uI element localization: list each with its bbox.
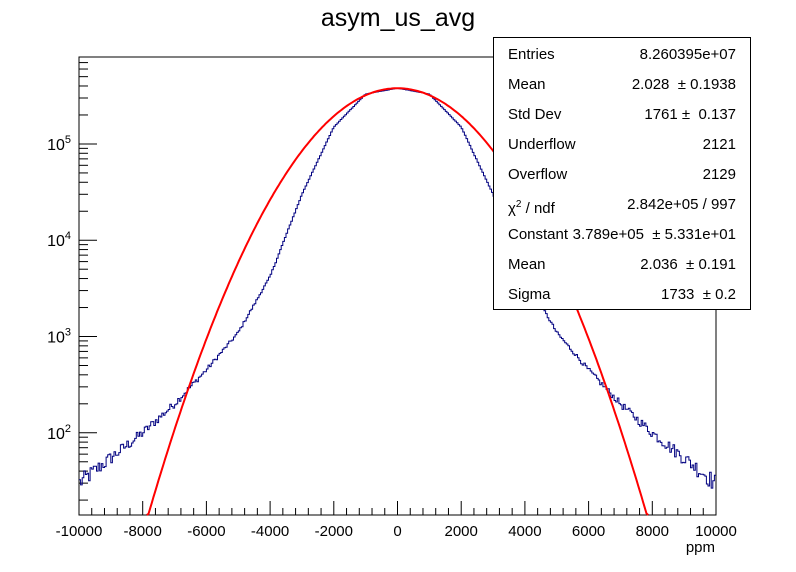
stat-value: 2129 [702,166,736,183]
y-axis-ticks: 102 103 104 105 [47,56,97,501]
stat-label: Mean [508,76,546,93]
stat-label: Constant [508,226,569,243]
x-tick-label: -6000 [187,523,225,540]
stat-value: 8.260395e+07 [639,46,736,63]
x-axis-label: ppm [686,539,715,556]
stat-value: 1761 ± 0.137 [644,106,736,123]
stat-row-fit-mean: Mean 2.036 ± 0.191 [508,250,736,280]
stat-label: Overflow [508,166,568,183]
chart-title: asym_us_avg [320,4,476,32]
stat-row-std-dev: Std Dev 1761 ± 0.137 [508,100,736,130]
x-tick-label: 4000 [508,523,541,540]
y-tick-label: 105 [47,134,71,154]
y-tick-label: 103 [47,327,71,347]
x-tick-label: -4000 [251,523,289,540]
stat-row-entries: Entries 8.260395e+07 [508,40,736,70]
y-tick-label: 102 [47,423,71,443]
x-tick-label: 10000 [695,523,737,540]
stat-label: Underflow [508,136,576,153]
stat-row-mean: Mean 2.028 ± 0.1938 [508,70,736,100]
x-tick-label: 8000 [636,523,669,540]
stat-row-overflow: Overflow 2129 [508,160,736,190]
x-tick-label: -8000 [124,523,162,540]
stat-label: Mean [508,256,546,273]
stat-row-constant: Constant 3.789e+05 ± 5.331e+01 [508,220,736,250]
stat-value: 2.842e+05 / 997 [627,196,736,213]
y-tick-label: 104 [47,230,71,250]
x-tick-label: 6000 [572,523,605,540]
stat-label: Sigma [508,286,551,303]
stat-label-chi2: χ2 / ndf [508,199,555,217]
x-tick-label: 2000 [445,523,478,540]
stat-row-sigma: Sigma 1733 ± 0.2 [508,280,736,310]
stat-row-chi2-ndf: χ2 / ndf 2.842e+05 / 997 [508,190,736,220]
stat-row-underflow: Underflow 2121 [508,130,736,160]
stat-value: 2121 [702,136,736,153]
x-axis-ticks: -10000 -8000 -6000 -4000 -2000 0 2000 4000 6000 8… [56,501,737,540]
stat-value: 2.028 ± 0.1938 [631,76,736,93]
x-tick-label: -2000 [315,523,353,540]
stat-label: Std Dev [508,106,562,123]
x-tick-label: -10000 [56,523,103,540]
stat-value: 1733 ± 0.2 [661,286,736,303]
stat-label: Entries [508,46,555,63]
stat-value: 2.036 ± 0.191 [640,256,736,273]
x-tick-label: 0 [393,523,401,540]
stats-box: Entries 8.260395e+07 Mean 2.028 ± 0.1938… [493,37,751,310]
stat-value: 3.789e+05 ± 5.331e+01 [572,226,736,243]
